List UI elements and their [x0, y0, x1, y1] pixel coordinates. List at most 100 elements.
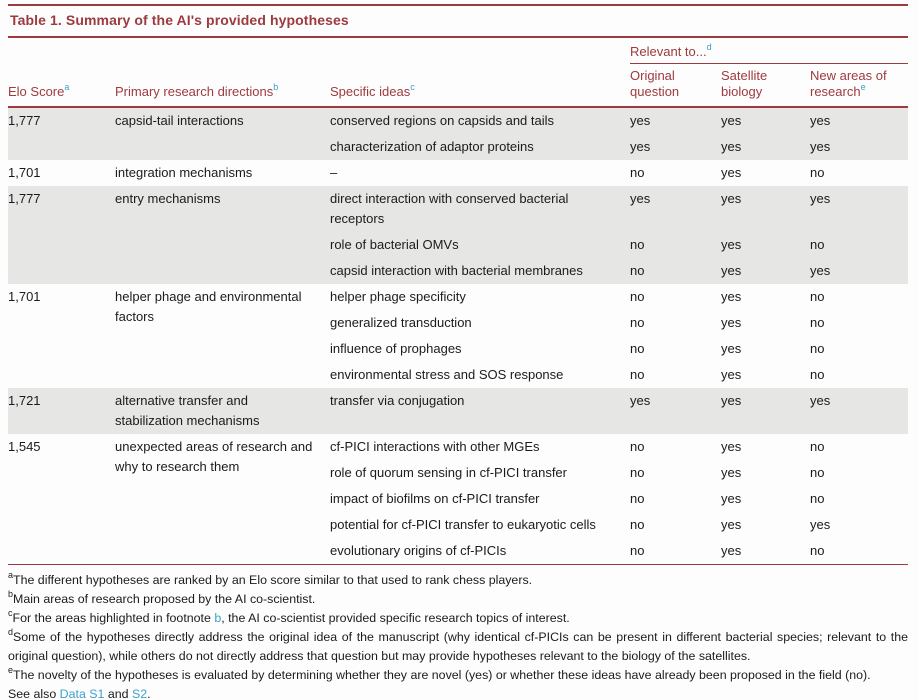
footnote-marker-b: b [8, 588, 14, 599]
new-areas-cell: no [810, 367, 825, 382]
new-areas-cell: no [810, 341, 825, 356]
footnote-c: cFor the areas highlighted in footnote b… [8, 607, 570, 625]
elo-score-cell: 1,545 [8, 439, 41, 454]
new-areas-cell: no [810, 465, 825, 480]
elo-score-cell: 1,721 [8, 388, 115, 434]
col-header-specific-ideas: Specific ideasc [330, 63, 630, 108]
s2-link[interactable]: S2 [132, 687, 148, 700]
idea-cell: conserved regions on capsids and tails [330, 107, 630, 134]
elo-score-cell: 1,777 [8, 186, 115, 284]
new-areas-cell: yes [810, 388, 909, 434]
table-row: generalized transduction no yes no [8, 310, 908, 336]
idea-cell: transfer via conjugation [330, 388, 630, 434]
satellite-biology-cell: yes [721, 341, 742, 356]
footnote-b: bMain areas of research proposed by the … [8, 588, 316, 606]
table-row: impact of biofilms on cf-PICI transfer no… [8, 486, 908, 512]
relevant-to-label: Relevant to... [630, 44, 707, 59]
relevant-to-header: Relevant to...d [630, 38, 909, 64]
table-row: evolutionary origins of cf-PICIs no yes no [8, 538, 908, 564]
data-s1-link[interactable]: Data S1 [59, 687, 105, 700]
original-question-cell: yes [630, 388, 721, 434]
original-question-cell: no [630, 491, 645, 506]
new-areas-cell: no [810, 315, 825, 330]
idea-cell: evolutionary origins of cf-PICIs [330, 543, 507, 558]
elo-score-cell: 1,701 [8, 289, 41, 304]
idea-cell: potential for cf-PICI transfer to eukary… [330, 517, 596, 532]
idea-cell: generalized transduction [330, 315, 472, 330]
table-row: potential for cf-PICI transfer to eukary… [8, 512, 908, 538]
table-row: environmental stress and SOS response no y… [8, 362, 908, 388]
idea-cell: – [330, 165, 338, 180]
satellite-biology-cell: yes [721, 258, 810, 284]
relevant-to-row: Relevant to...d [8, 38, 909, 64]
satellite-biology-cell: yes [721, 315, 742, 330]
satellite-biology-cell: yes [721, 134, 810, 160]
direction-cell: entry mechanisms [115, 186, 330, 284]
table-row: 1,721 alternative transfer and stabilizat… [8, 388, 909, 434]
satellite-biology-cell: yes [721, 465, 742, 480]
elo-score-cell: 1,701 [8, 165, 41, 180]
original-question-cell: no [630, 543, 645, 558]
col-header-primary-directions: Primary research directionsb [115, 63, 330, 108]
new-areas-cell: no [810, 232, 909, 258]
footnote-d: dSome of the hypotheses directly address… [8, 626, 908, 663]
table-body: 1,777 capsid-tail interactions conserved r… [8, 107, 909, 564]
idea-cell: influence of prophages [330, 341, 462, 356]
table-row: role of quorum sensing in cf-PICI transf… [8, 460, 908, 486]
table-header: Relevant to...d Elo Scorea Primary resea… [8, 38, 909, 108]
original-question-cell: no [630, 258, 721, 284]
original-question-cell: no [630, 232, 721, 258]
original-question-cell: no [630, 517, 645, 532]
footnote-ref-e[interactable]: e [860, 81, 866, 92]
new-areas-cell: yes [810, 134, 909, 160]
footnotes-section: aThe different hypotheses are ranked by … [8, 564, 908, 700]
col-header-satellite-biology: Satellite biology [721, 63, 810, 108]
footnote-marker-d: d [8, 626, 14, 637]
col-header-new-areas: New areas of researche [810, 63, 909, 108]
footnote-ref-b[interactable]: b [273, 81, 279, 92]
footnote-b-link[interactable]: b [214, 611, 222, 625]
elo-score-cell: 1,777 [8, 107, 115, 160]
original-question-cell: no [630, 367, 645, 382]
original-question-cell: no [630, 439, 645, 454]
footnote-marker-c: c [8, 607, 13, 618]
satellite-biology-cell: yes [721, 388, 810, 434]
see-also-line: See also Data S1 and S2. [8, 687, 151, 700]
idea-cell: impact of biofilms on cf-PICI transfer [330, 491, 540, 506]
table-row: 1,777 entry mechanisms direct interaction … [8, 186, 909, 284]
table-row: 1,545 unexpected areas of research and wh… [8, 434, 908, 474]
table-row: influence of prophages no yes no [8, 336, 908, 362]
new-areas-cell: no [810, 289, 825, 304]
original-question-cell: no [630, 315, 645, 330]
idea-cell: characterization of adaptor proteins [330, 134, 630, 160]
table-row: 1,777 capsid-tail interactions conserved r… [8, 107, 909, 160]
satellite-biology-cell: yes [721, 491, 742, 506]
direction-cell: unexpected areas of research and why to … [115, 439, 313, 474]
original-question-cell: no [630, 289, 645, 304]
column-header-row: Elo Scorea Primary research directionsb … [8, 63, 909, 108]
col-header-original-question: Original question [630, 63, 721, 108]
new-areas-cell: no [810, 491, 825, 506]
idea-cell: environmental stress and SOS response [330, 367, 564, 382]
original-question-cell: no [630, 465, 645, 480]
footnote-ref-c[interactable]: c [410, 81, 415, 92]
idea-cell: capsid interaction with bacterial membra… [330, 258, 630, 284]
original-question-cell: yes [630, 134, 721, 160]
footnote-ref-d[interactable]: d [706, 41, 712, 52]
footnote-e: eThe novelty of the hypotheses is evalua… [8, 664, 871, 682]
new-areas-cell: yes [810, 186, 909, 232]
footnote-marker-a: a [8, 569, 14, 580]
satellite-biology-cell: yes [721, 107, 810, 134]
satellite-biology-cell: yes [721, 439, 742, 454]
satellite-biology-cell: yes [721, 289, 742, 304]
satellite-biology-cell: yes [721, 232, 810, 258]
satellite-biology-cell: yes [721, 165, 742, 180]
original-question-cell: no [630, 165, 645, 180]
original-question-cell: no [630, 341, 645, 356]
footnote-a: aThe different hypotheses are ranked by … [8, 569, 533, 587]
satellite-biology-cell: yes [721, 367, 742, 382]
direction-cell: helper phage and environmental factors [115, 289, 302, 324]
table-row: 1,701 helper phage and environmental fact… [8, 284, 908, 324]
footnote-ref-a[interactable]: a [64, 81, 70, 92]
new-areas-cell: yes [810, 517, 831, 532]
